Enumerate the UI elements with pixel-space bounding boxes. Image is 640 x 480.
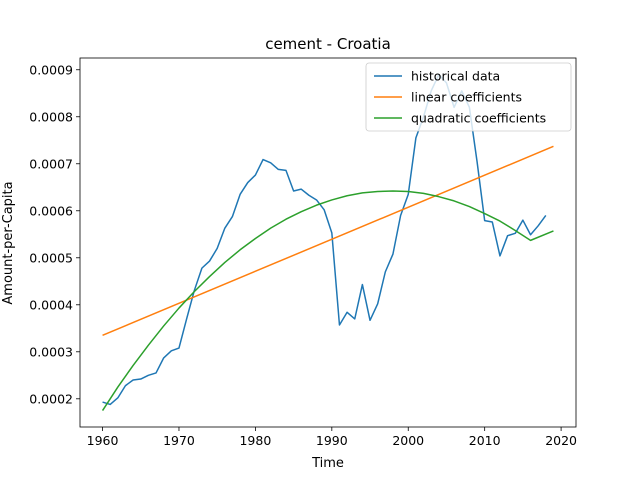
- y-tick-label: 0.0003: [29, 344, 73, 359]
- y-tick-label: 0.0005: [29, 250, 73, 265]
- y-tick-label: 0.0002: [29, 391, 73, 406]
- legend-box: [365, 62, 572, 132]
- y-tick-label: 0.0009: [29, 62, 73, 77]
- y-tick-label: 0.0007: [29, 156, 73, 171]
- x-tick-label: 1970: [163, 433, 195, 448]
- x-tick-label: 1990: [316, 433, 348, 448]
- y-axis-label: Amount-per-Capita: [1, 181, 16, 304]
- x-tick-label: 1960: [87, 433, 119, 448]
- x-tick-label: 2020: [545, 433, 577, 448]
- x-axis-label: Time: [311, 456, 344, 471]
- chart-title: cement - Croatia: [265, 35, 391, 53]
- y-tick-label: 0.0004: [29, 297, 73, 312]
- series-line-1: [102, 145, 554, 337]
- y-tick-label: 0.0008: [29, 109, 73, 124]
- x-axis: 1960 1970 1980 1990 2000 2010 2020: [87, 427, 577, 448]
- series-line-2: [101, 190, 554, 411]
- legend-label-1: linear coefficients: [411, 90, 522, 105]
- legend-label-2: quadratic coefficients: [411, 111, 546, 126]
- legend-label-0: historical data: [411, 69, 500, 84]
- y-axis: 0.0002 0.0003 0.0004 0.0005 0.0006 0.0007 0.00…: [29, 62, 80, 406]
- legend: historical data linear coefficients quadra…: [365, 62, 572, 132]
- x-tick-label: 2010: [469, 433, 501, 448]
- x-tick-label: 2000: [392, 433, 424, 448]
- y-tick-label: 0.0006: [29, 203, 73, 218]
- x-tick-label: 1980: [239, 433, 271, 448]
- axes-frame: [79, 57, 577, 428]
